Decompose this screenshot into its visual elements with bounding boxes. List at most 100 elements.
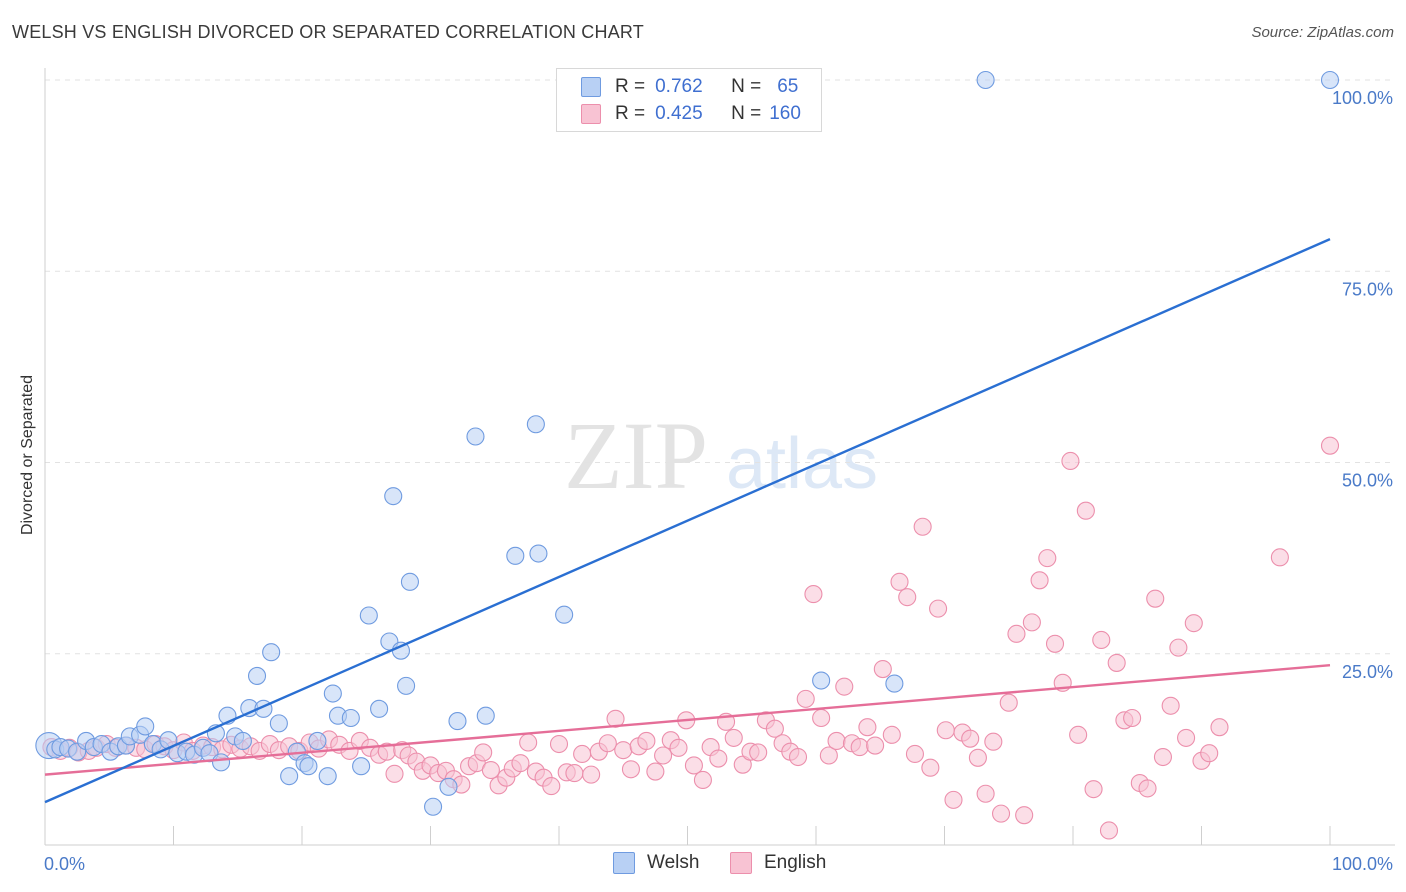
english-point [921, 758, 940, 777]
chart-title: WELSH VS ENGLISH DIVORCED OR SEPARATED C… [12, 22, 644, 42]
welsh-point [308, 731, 327, 751]
correlation-legend: R = 0.762 N = 65 R = 0.425 N = 160 [556, 68, 822, 132]
tick-labels: 25.0% 50.0% 75.0% 100.0% 0.0% 100.0% [44, 88, 1393, 874]
english-point [565, 764, 584, 783]
welsh-point [448, 712, 467, 731]
welsh-point [529, 544, 548, 563]
english-point [1138, 779, 1157, 798]
english-point [614, 741, 633, 760]
english-point [991, 804, 1011, 823]
welsh-point [352, 757, 371, 776]
trend-lines [44, 238, 1331, 804]
english-point [1107, 653, 1126, 672]
english-legend-label: English [764, 852, 827, 873]
y-tick-label-50: 50.0% [1342, 471, 1393, 491]
english-point [1200, 744, 1219, 763]
welsh-point [439, 777, 458, 796]
welsh-point [476, 706, 495, 725]
english-point [1146, 589, 1165, 608]
english-point [812, 708, 831, 728]
english-point [709, 749, 728, 768]
english-point [573, 744, 592, 764]
axes [44, 68, 1395, 846]
english-point [654, 746, 673, 765]
welsh-point [400, 572, 419, 591]
english-n-label: N = [731, 103, 762, 124]
welsh-legend-swatch [613, 852, 635, 874]
english-point [1161, 696, 1180, 715]
english-point [968, 748, 987, 767]
english-point [549, 734, 569, 754]
english-point [1061, 451, 1080, 471]
english-point [804, 585, 823, 604]
english-point [724, 728, 743, 747]
welsh-point [136, 717, 155, 736]
english-point [866, 736, 885, 755]
welsh-point [370, 699, 389, 718]
series-legend: Welsh English [0, 852, 1406, 876]
welsh-point [397, 676, 416, 695]
english-point [873, 659, 892, 679]
welsh-n-label: N = [731, 76, 762, 97]
english-point [1123, 708, 1142, 728]
y-tick-label-25: 25.0% [1342, 662, 1393, 682]
english-point [1099, 821, 1119, 840]
welsh-point [269, 714, 288, 733]
english-point [913, 517, 932, 536]
welsh-point [555, 605, 574, 624]
english-point [1030, 571, 1049, 590]
english-point [929, 599, 948, 618]
welsh-point [359, 606, 378, 625]
y-tick-label-75: 75.0% [1342, 279, 1393, 299]
english-point [1169, 638, 1188, 657]
english-point [835, 677, 854, 696]
welsh-point [466, 427, 485, 446]
welsh-point [323, 684, 342, 703]
english-point [796, 689, 815, 708]
english-point [1320, 436, 1340, 455]
english-point [936, 721, 955, 740]
welsh-point [262, 643, 281, 662]
welsh-point [318, 767, 337, 786]
welsh-point [341, 708, 360, 728]
english-point [961, 729, 980, 748]
english-point [606, 709, 625, 728]
english-point [749, 743, 768, 762]
english-point [890, 572, 909, 591]
welsh-point [526, 415, 545, 434]
y-tick-label-100: 100.0% [1332, 88, 1393, 108]
legend-item-welsh[interactable]: Welsh [613, 852, 699, 874]
english-point [1092, 630, 1111, 650]
legend-row-welsh: R = 0.762 N = 65 [581, 75, 798, 99]
welsh-point [812, 671, 831, 690]
welsh-point [384, 487, 403, 506]
english-point [765, 719, 784, 738]
welsh-point [506, 546, 525, 565]
welsh-point [976, 70, 995, 90]
english-r-label: R = [615, 103, 646, 124]
english-point [637, 731, 656, 751]
english-point [582, 765, 601, 784]
english-point [1038, 549, 1057, 568]
english-point [819, 746, 838, 765]
welsh-r-value: 0.762 [655, 76, 703, 97]
english-point [850, 738, 869, 757]
english-point [1007, 624, 1026, 643]
english-point [898, 588, 917, 607]
english-point [1177, 728, 1196, 747]
english-point [1015, 806, 1034, 825]
english-legend-swatch [730, 852, 752, 874]
welsh-point [211, 753, 231, 772]
english-point [646, 762, 665, 781]
watermark-atlas: atlas [726, 424, 878, 504]
english-point [385, 764, 404, 783]
welsh-point [299, 757, 318, 776]
legend-row-english: R = 0.425 N = 160 [581, 102, 801, 126]
english-n-value: 160 [769, 103, 801, 124]
english-trend-line [44, 664, 1331, 776]
english-point [788, 747, 808, 767]
legend-item-english[interactable]: English [730, 852, 826, 874]
english-point [621, 760, 641, 779]
welsh-point [424, 797, 443, 816]
english-point [976, 784, 995, 803]
